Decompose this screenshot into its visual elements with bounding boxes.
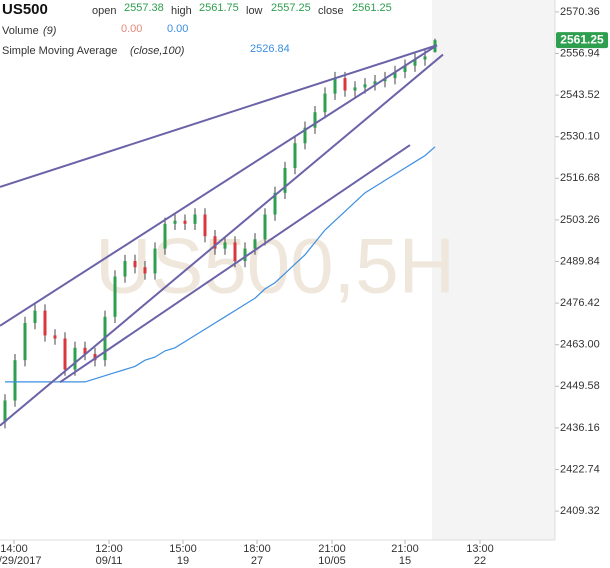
x-tick-sublabel: 22 <box>474 555 486 567</box>
x-tick-sublabel: 10/05 <box>318 555 346 567</box>
y-tick-label: 2530.10 <box>560 131 600 143</box>
candle-body <box>343 78 347 91</box>
candle-body <box>333 78 337 94</box>
volume-value: 0.00 <box>121 23 142 35</box>
trendline <box>59 144 411 384</box>
y-tick-label: 2476.42 <box>560 297 600 309</box>
x-tick-label: 18:00 <box>243 543 271 555</box>
candle-body <box>373 81 377 85</box>
candle-body <box>63 338 67 370</box>
low-value: 2557.25 <box>271 2 311 14</box>
x-tick-label: 14:00 <box>0 543 28 555</box>
candle-body <box>163 223 167 249</box>
candle-body <box>413 59 417 66</box>
legend: US500 open 2557.38 high 2561.75 low 2557… <box>2 1 392 57</box>
y-tick-label: 2570.36 <box>560 6 600 18</box>
candle-body <box>313 112 317 128</box>
y-tick-label: 2556.94 <box>560 47 600 59</box>
x-tick-label: 13:00 <box>466 543 494 555</box>
candle-body <box>303 127 307 144</box>
candle-body <box>53 335 57 339</box>
candle-body <box>133 261 137 268</box>
candle-body <box>113 276 117 317</box>
x-tick-label: 21:00 <box>391 543 419 555</box>
candle-body <box>173 220 177 224</box>
x-tick-label: 12:00 <box>95 543 123 555</box>
candle-body <box>263 214 267 240</box>
candle-body <box>243 248 247 262</box>
candle-body <box>183 220 187 224</box>
y-tick-label: 2436.16 <box>560 422 600 434</box>
candle-body <box>223 242 227 249</box>
candle-body <box>363 84 367 88</box>
trendline <box>0 44 438 327</box>
candle-body <box>33 310 37 324</box>
sma-label: Simple Moving Average <box>2 45 117 57</box>
x-tick-sublabel: 08/29/2017 <box>0 555 42 567</box>
candle-body <box>193 214 197 224</box>
sma-line <box>5 146 436 383</box>
y-tick-label: 2463.00 <box>560 339 600 351</box>
candle-body <box>153 248 157 274</box>
y-tick-label: 2516.68 <box>560 172 600 184</box>
candle-body <box>73 347 77 370</box>
candle-body <box>323 93 327 113</box>
close-value: 2561.25 <box>352 2 392 14</box>
candle-body <box>93 354 97 361</box>
candle-body <box>203 214 207 237</box>
x-tick-label: 15:00 <box>169 543 197 555</box>
high-value: 2561.75 <box>199 2 239 14</box>
candle-body <box>403 65 407 72</box>
x-tick-sublabel: 15 <box>399 555 411 567</box>
trendline <box>0 44 438 188</box>
x-tick-sublabel: 09/11 <box>96 555 123 567</box>
volume-period: (9) <box>43 25 57 37</box>
open-label: open <box>92 5 116 17</box>
watermark: US500,5H <box>95 222 455 310</box>
candle-body <box>23 323 27 361</box>
y-tick-label: 2489.84 <box>560 255 600 267</box>
candle-body <box>43 310 47 336</box>
candle-body <box>143 267 147 274</box>
candle-body <box>283 168 287 193</box>
candle-body <box>123 261 127 277</box>
y-tick-label: 2543.52 <box>560 89 600 101</box>
y-tick-label: 2449.58 <box>560 380 600 392</box>
future-area <box>432 0 555 540</box>
candle-body <box>293 143 297 169</box>
volume-label: Volume <box>2 25 39 37</box>
symbol: US500 <box>2 1 48 18</box>
candle-body <box>213 236 217 249</box>
candle-body <box>3 400 7 423</box>
open-value: 2557.38 <box>124 2 164 14</box>
candle-body <box>13 360 17 401</box>
price-tag-label: 2561.25 <box>560 32 604 46</box>
x-tick-label: 21:00 <box>318 543 346 555</box>
sma-value: 2526.84 <box>250 43 290 55</box>
y-tick-label: 2503.26 <box>560 214 600 226</box>
candle-body <box>83 347 87 355</box>
high-label: high <box>171 5 192 17</box>
candle-body <box>273 192 277 215</box>
x-tick-sublabel: 27 <box>251 555 263 567</box>
close-label: close <box>318 5 344 17</box>
y-tick-label: 2409.32 <box>560 505 600 517</box>
trendline <box>0 53 444 427</box>
volume-value: 0.00 <box>167 23 188 35</box>
candle-body <box>253 239 257 249</box>
candle-body <box>393 71 397 79</box>
sma-params: (close,100) <box>130 45 185 57</box>
low-label: low <box>246 5 263 17</box>
x-tick-sublabel: 19 <box>177 555 189 567</box>
y-tick-label: 2422.74 <box>560 463 600 475</box>
candle-body <box>423 56 427 60</box>
price-tag <box>556 32 608 49</box>
candle-body <box>353 87 357 91</box>
candle-body <box>233 242 237 262</box>
plot: 2570.36 2556.94 2543.52 2530.10 2516.68 2503.… <box>0 6 600 567</box>
